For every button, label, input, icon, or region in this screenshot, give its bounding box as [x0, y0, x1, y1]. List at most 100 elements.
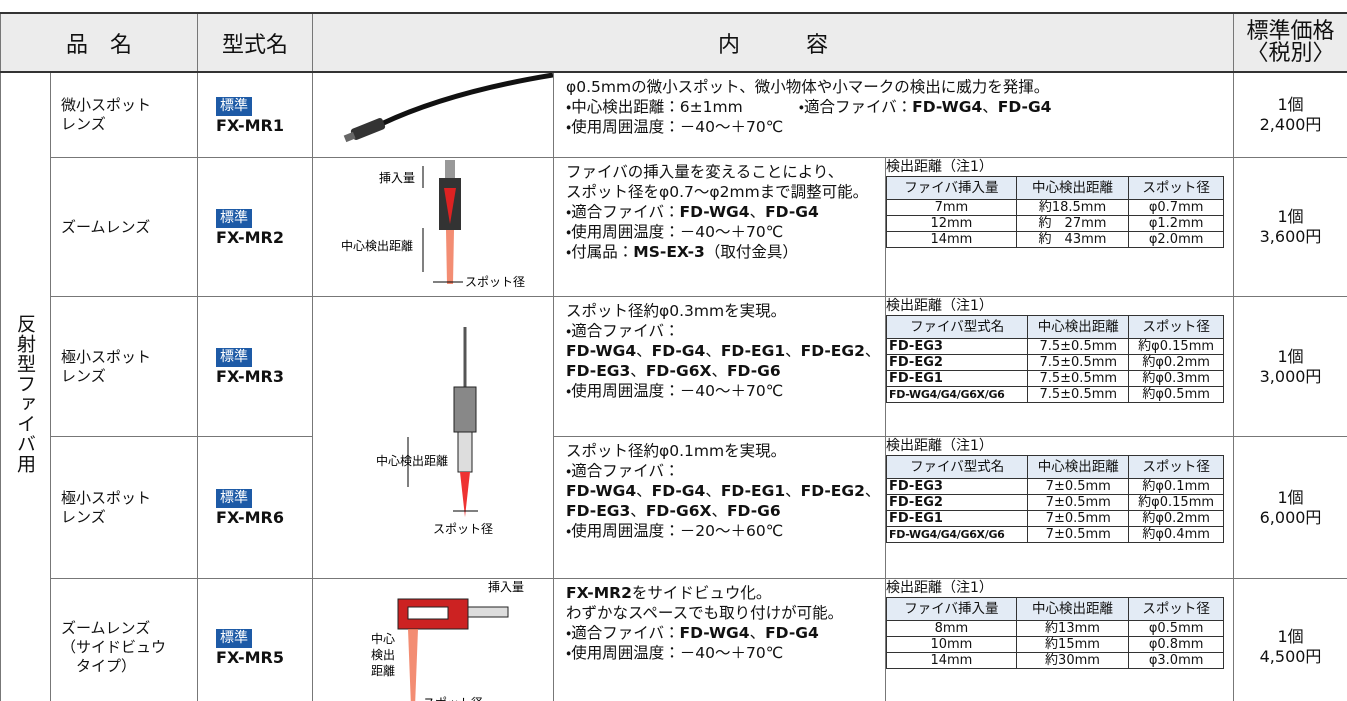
- spec-value: FD-EG1: [886, 370, 1029, 387]
- spec-row: FD-EG1 7±0.5mm 約φ0.2mm: [886, 510, 1225, 528]
- description-text: ・適合ファイバ：: [566, 322, 680, 340]
- figure-label: 中心検出距離: [376, 453, 448, 468]
- description-line: ・使用周囲温度：－40～＋70℃: [566, 643, 885, 663]
- group-label: 反射型ファイバ用: [14, 314, 36, 474]
- figure-cell: 中心検出距離 スポット径: [312, 296, 555, 579]
- spec-value: 7±0.5mm: [1027, 526, 1130, 544]
- description-line: ・適合ファイバ：FD-WG4、FD-G4: [566, 623, 885, 643]
- product-row: 反射型ファイバ用 微小スポット レンズ 標準 FX-MR1 φ0.5mmの微小スポット、微…: [0, 71, 1347, 701]
- product-row: 極小スポット レンズ 標準 FX-MR6 スポット径約φ0.1mmを実現。 ・適合ファイバ…: [1, 436, 1347, 579]
- description-text: FD-WG4: [566, 482, 637, 501]
- spec-value: 7±0.5mm: [1027, 494, 1130, 512]
- spec-value: 約φ0.4mm: [1128, 526, 1225, 544]
- table-body: 品 名型式名内 容標準価格 〈税別〉 反射型ファイバ用 微小スポット レンズ 標準 FX-M…: [0, 12, 1347, 701]
- figure-cell: [312, 71, 555, 158]
- cable: [371, 72, 553, 131]
- spec-value: φ1.2mm: [1128, 215, 1225, 232]
- spec-title: 検出距離（注1）: [886, 438, 993, 455]
- description-line: FD-EG3、FD-G6X、FD-G6: [566, 361, 885, 381]
- spec-table: ファイバ型式名 中心検出距離 スポット径 FD-EG3 7.5±0.5mm 約φ0.15m…: [886, 315, 1225, 403]
- product-row: ズームレンズ（サイドビュウ タイプ）標準FX-MR5挿入量中心検出距離スポット径…: [1, 578, 1347, 701]
- group-cell: 反射型ファイバ用: [0, 71, 51, 701]
- description-text: FD-G4: [651, 342, 706, 360]
- spec-value: 約13mm: [1015, 620, 1130, 637]
- description-text: FD-EG1: [720, 342, 786, 360]
- spec-title: 検出距離（注1）: [886, 298, 993, 314]
- description-text: FD-G4: [765, 624, 819, 642]
- badge: 標準: [216, 208, 253, 228]
- spec-value: FD-EG3: [886, 338, 1029, 355]
- description-text: ・適合ファイバ：: [566, 462, 680, 481]
- spec-header: 中心検出距離: [1015, 597, 1130, 621]
- figure: [343, 72, 553, 143]
- product-name-line: レンズ: [61, 366, 106, 385]
- spec-row: FD-EG1 7.5±0.5mm 約φ0.3mm: [886, 370, 1225, 387]
- figure-label: 距離: [371, 664, 395, 678]
- spec-row: FD-EG2 7±0.5mm 約φ0.15mm: [886, 494, 1225, 512]
- spec-body: ファイバ型式名 中心検出距離 スポット径 FD-EG3 7±0.5mm 約φ0.1mm FD…: [886, 455, 1225, 544]
- spec-value: 約φ0.2mm: [1128, 510, 1225, 528]
- spec-cell: 検出距離（注1） ファイバ型式名 中心検出距離 スポット径 FD-EG3 7±0.5mm 約…: [885, 436, 1235, 579]
- description-text: FD-G6X: [645, 362, 712, 380]
- product-name-line: レンズ: [61, 115, 106, 133]
- description-line: ・使用周囲温度：－40～＋70℃: [566, 117, 1233, 137]
- figure-label: 挿入量: [488, 580, 524, 594]
- description-text: ・適合ファイバ：: [566, 203, 680, 221]
- spec-value: 14mm: [886, 652, 1017, 669]
- spec-table: ファイバ型式名 中心検出距離 スポット径 FD-EG3 7±0.5mm 約φ0.1mm FD…: [886, 455, 1225, 544]
- product-table: 品 名型式名内 容標準価格 〈税別〉 反射型ファイバ用 微小スポット レンズ 標準 FX-M…: [0, 12, 1347, 701]
- price-line: 1個: [1277, 627, 1304, 646]
- beam-inner: [444, 188, 457, 224]
- description-text: FD-G4: [651, 482, 706, 501]
- description-text: FD-WG4: [912, 98, 983, 116]
- description-cell: FX-MR2をサイドビュウ化。 わずかなスペースでも取り付けが可能。 ・適合ファイバ…: [553, 578, 887, 701]
- spec-value: 8mm: [886, 620, 1017, 637]
- model-name: FX-MR5: [216, 647, 284, 667]
- spec-value: 7.5±0.5mm: [1027, 354, 1130, 371]
- description-text: ファイバの挿入量を変えることにより、: [566, 163, 844, 181]
- product-name-line: ズームレンズ: [61, 217, 151, 236]
- spec-value: 約18.5mm: [1015, 199, 1130, 216]
- spec-header-row: ファイバ型式名 中心検出距離 スポット径: [886, 315, 1225, 339]
- description-line: FD-WG4、FD-G4、FD-EG1、FD-EG2、: [566, 481, 885, 501]
- figure-label: 中心検出距離: [341, 238, 413, 253]
- spec-header: スポット径: [1128, 455, 1225, 480]
- description-text: 、: [785, 342, 801, 360]
- table-wrap: 品 名型式名内 容標準価格 〈税別〉 反射型ファイバ用 微小スポット レンズ 標準 FX-M…: [0, 12, 1347, 701]
- spec-value: 約φ0.3mm: [1128, 370, 1225, 387]
- description-line: ファイバの挿入量を変えることにより、: [566, 162, 885, 182]
- spec-cell: 検出距離（注1） ファイバ挿入量 中心検出距離 スポット径 8mm 約13mm φ0.5mm…: [885, 578, 1235, 701]
- description-text: FD-G4: [997, 98, 1052, 116]
- description-line: ・適合ファイバ：FD-WG4、FD-G4: [566, 202, 885, 222]
- spec-value: 約15mm: [1015, 636, 1130, 653]
- spec-cell: 検出距離（注1） ファイバ挿入量 中心検出距離 スポット径 7mm 約18.5mm φ0.7…: [885, 157, 1235, 297]
- description-text: FD-G6X: [645, 502, 712, 521]
- spec-value: 12mm: [886, 215, 1017, 232]
- spec-header: スポット径: [1128, 597, 1225, 621]
- price-line: 6,000円: [1259, 507, 1322, 527]
- spec-body: ファイバ型式名 中心検出距離 スポット径 FD-EG3 7.5±0.5mm 約φ0.15m…: [886, 315, 1225, 403]
- spec-cell: 検出距離（注1） ファイバ型式名 中心検出距離 スポット径 FD-EG3 7.5±0.5m…: [885, 295, 1235, 438]
- connector-tip: [343, 131, 356, 143]
- price-cell: 1個 4,500円: [1233, 578, 1347, 701]
- name-cell: ズームレンズ: [49, 157, 199, 297]
- header-model: 型式名: [197, 12, 314, 73]
- connector: [350, 117, 386, 141]
- description-text: 、: [630, 502, 646, 521]
- description-text: FD-WG4: [679, 624, 750, 642]
- product-name-line: （サイドビュウ: [61, 637, 167, 656]
- spec-value: 7±0.5mm: [1027, 510, 1130, 528]
- description-line: スポット径をφ0.7～φ2mmまで調整可能。: [566, 182, 885, 202]
- spec-value: φ0.7mm: [1128, 199, 1225, 216]
- description-text: スポット径をφ0.7～φ2mmまで調整可能。: [566, 183, 869, 201]
- description-line: FD-EG3、FD-G6X、FD-G6: [566, 501, 885, 521]
- spec-table: ファイバ挿入量 中心検出距離 スポット径 8mm 約13mm φ0.5mm 10mm 約15m…: [886, 597, 1225, 669]
- description-line: ・使用周囲温度：－20～＋60℃: [566, 521, 885, 541]
- spec-value: 7mm: [886, 199, 1017, 216]
- description-text: ・付属品：: [566, 243, 634, 261]
- price-line: 1個: [1277, 95, 1304, 114]
- description-text: FD-EG1: [720, 482, 786, 501]
